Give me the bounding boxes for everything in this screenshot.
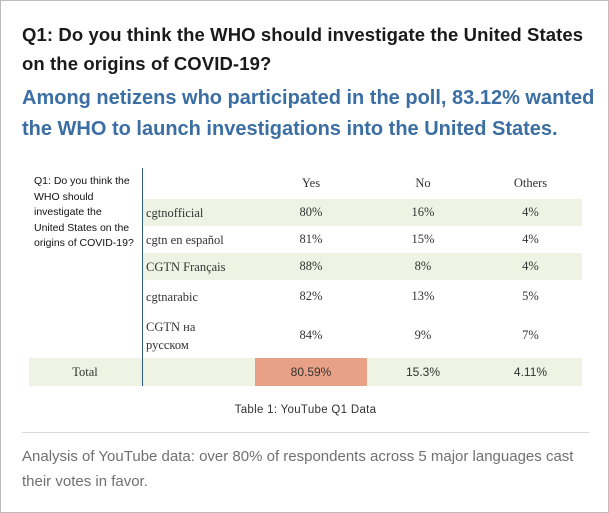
table-row: cgtnarabic 82% 13% 5% bbox=[143, 280, 582, 313]
table-row: CGTN Français 88% 8% 4% bbox=[143, 253, 582, 280]
table-row: cgtn en español 81% 15% 4% bbox=[143, 226, 582, 253]
yes-value: 82% bbox=[299, 289, 323, 303]
channel-name: CGTN Français bbox=[146, 259, 226, 274]
no-value: 15% bbox=[411, 232, 435, 246]
channel-name: CGTN на русском bbox=[146, 319, 196, 352]
no-value: 16% bbox=[411, 205, 435, 219]
total-row: Total 80.59% 15.3% 4.11% bbox=[29, 358, 582, 386]
column-header-yes: Yes bbox=[301, 176, 321, 190]
total-yes-value: 80.59% bbox=[255, 358, 367, 386]
table-caption: Table 1: YouTube Q1 Data bbox=[234, 404, 377, 416]
row-label-cell: Q1: Do you think the WHO should investig… bbox=[29, 168, 141, 386]
section-divider bbox=[22, 432, 589, 433]
total-divider-line bbox=[142, 358, 143, 386]
table-divider-line bbox=[142, 168, 143, 386]
no-value: 8% bbox=[414, 259, 432, 273]
yes-value: 80% bbox=[299, 205, 323, 219]
results-table: Q1: Do you think the WHO should investig… bbox=[29, 168, 582, 386]
others-value: 4% bbox=[522, 259, 539, 273]
analysis-text: Analysis of YouTube data: over 80% of re… bbox=[22, 448, 574, 490]
question-title: Q1: Do you think the WHO should investig… bbox=[22, 24, 584, 74]
others-value: 4% bbox=[522, 205, 539, 219]
table-header-row: Yes No Others bbox=[143, 168, 582, 199]
column-header-no: No bbox=[415, 176, 431, 190]
row-label-text: Q1: Do you think the WHO should investig… bbox=[34, 175, 134, 249]
table-row: cgtnofficial 80% 16% 4% bbox=[143, 199, 582, 226]
others-value: 4% bbox=[522, 232, 539, 246]
others-value: 7% bbox=[522, 328, 539, 342]
no-value: 9% bbox=[414, 328, 432, 342]
others-value: 5% bbox=[522, 289, 539, 303]
column-header-others: Others bbox=[513, 176, 548, 190]
channel-name: cgtnarabic bbox=[146, 289, 199, 304]
yes-value: 88% bbox=[299, 259, 323, 273]
poll-headline: Among netizens who participated in the p… bbox=[22, 87, 595, 140]
channel-name: cgtn en español bbox=[146, 232, 224, 247]
table-grid: Yes No Others cgtnofficial 80% 16% 4% cg… bbox=[143, 168, 582, 358]
total-no-value: 15.3% bbox=[405, 365, 441, 379]
yes-value: 81% bbox=[299, 232, 323, 246]
total-label: Total bbox=[72, 364, 98, 379]
no-value: 13% bbox=[411, 289, 435, 303]
yes-value: 84% bbox=[299, 328, 323, 342]
table-row: CGTN на русском 84% 9% 7% bbox=[143, 313, 582, 358]
total-others-value: 4.11% bbox=[513, 365, 548, 379]
channel-name: cgtnofficial bbox=[146, 205, 204, 220]
